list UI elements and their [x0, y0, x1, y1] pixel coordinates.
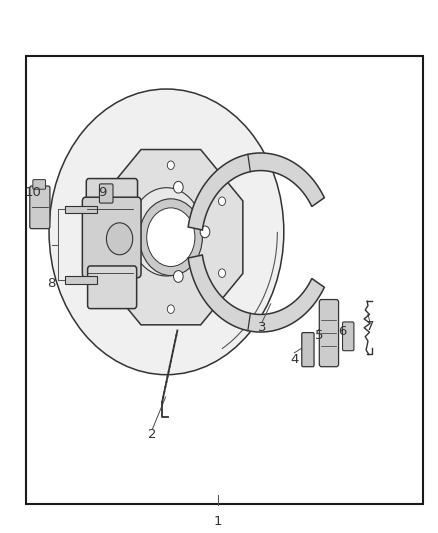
- Circle shape: [139, 199, 202, 276]
- Polygon shape: [188, 255, 324, 332]
- FancyBboxPatch shape: [86, 179, 138, 213]
- Bar: [26, 56, 423, 504]
- Circle shape: [116, 197, 123, 206]
- Circle shape: [49, 89, 284, 375]
- FancyBboxPatch shape: [302, 333, 314, 367]
- Circle shape: [106, 223, 133, 255]
- Circle shape: [173, 181, 183, 193]
- Circle shape: [173, 271, 183, 282]
- FancyBboxPatch shape: [88, 266, 137, 309]
- Circle shape: [200, 226, 210, 238]
- Text: 10: 10: [25, 187, 41, 199]
- Circle shape: [131, 254, 140, 265]
- Circle shape: [130, 188, 203, 276]
- Text: 8: 8: [47, 277, 56, 290]
- Text: 4: 4: [290, 353, 299, 366]
- Circle shape: [219, 269, 226, 278]
- FancyBboxPatch shape: [319, 300, 339, 367]
- Circle shape: [116, 269, 123, 278]
- Circle shape: [147, 208, 195, 266]
- Text: 3: 3: [258, 321, 266, 334]
- Text: 6: 6: [338, 325, 347, 338]
- Circle shape: [167, 305, 174, 313]
- Polygon shape: [188, 153, 324, 230]
- Text: 7: 7: [366, 320, 374, 333]
- Circle shape: [131, 198, 140, 210]
- Circle shape: [219, 197, 226, 206]
- Text: 2: 2: [148, 428, 157, 441]
- FancyBboxPatch shape: [30, 186, 50, 229]
- Bar: [65, 276, 97, 284]
- Text: 1: 1: [214, 515, 223, 528]
- Bar: [65, 206, 97, 213]
- FancyBboxPatch shape: [99, 184, 113, 203]
- Text: 9: 9: [98, 187, 106, 199]
- FancyBboxPatch shape: [33, 180, 46, 189]
- FancyBboxPatch shape: [343, 322, 354, 351]
- Circle shape: [139, 199, 194, 265]
- FancyBboxPatch shape: [82, 197, 141, 278]
- Text: 5: 5: [314, 329, 323, 342]
- Circle shape: [116, 171, 217, 293]
- Circle shape: [167, 161, 174, 169]
- Polygon shape: [99, 150, 243, 325]
